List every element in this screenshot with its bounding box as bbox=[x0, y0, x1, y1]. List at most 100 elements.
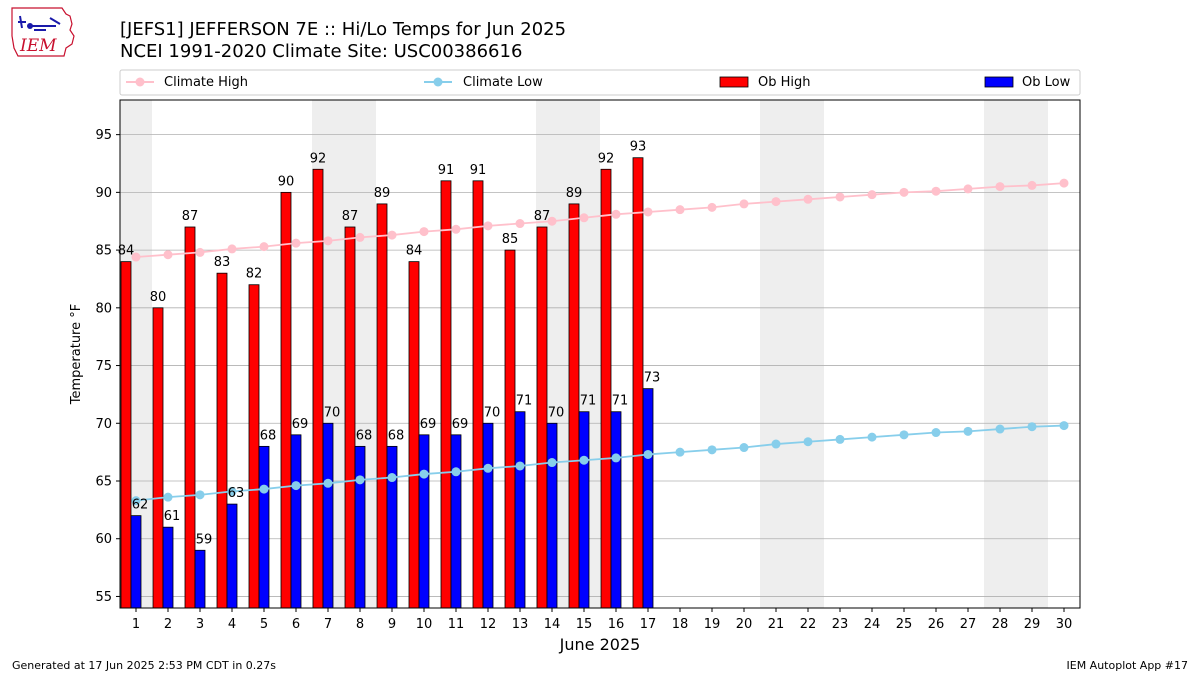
ob-low-value-label: 69 bbox=[420, 417, 437, 432]
ob-low-bar bbox=[354, 445, 366, 609]
x-tick-label: 24 bbox=[864, 617, 881, 632]
climate-low-point bbox=[131, 496, 141, 506]
y-tick-label: 80 bbox=[95, 301, 112, 316]
ob-low-value-label: 71 bbox=[516, 394, 533, 409]
ob-high-bar bbox=[216, 272, 228, 609]
x-tick-label: 23 bbox=[832, 617, 849, 632]
logo-text: IEM bbox=[19, 36, 57, 56]
ob-high-value-label: 84 bbox=[406, 244, 423, 259]
x-tick-label: 14 bbox=[544, 617, 561, 632]
ob-low-value-label: 73 bbox=[644, 371, 661, 386]
ob-low-value-label: 68 bbox=[388, 428, 405, 443]
ob-high-bar bbox=[536, 226, 548, 609]
bars bbox=[120, 157, 654, 609]
y-tick-label: 65 bbox=[95, 475, 112, 490]
climate-high-point bbox=[451, 224, 461, 234]
climate-high-point bbox=[483, 221, 493, 231]
ob-high-value-label: 90 bbox=[278, 174, 295, 189]
climate-high-point bbox=[675, 205, 685, 215]
ob-low-value-label: 62 bbox=[132, 498, 149, 513]
climate-high-point bbox=[1059, 178, 1069, 188]
climate-high-point bbox=[1027, 180, 1037, 190]
climate-high-point bbox=[323, 236, 333, 246]
ob-high-value-label: 87 bbox=[534, 209, 551, 224]
ob-high-bar bbox=[408, 261, 420, 609]
ob-low-value-label: 61 bbox=[164, 509, 181, 524]
plot-frame bbox=[119, 99, 1081, 609]
ob-high-bar bbox=[600, 168, 612, 609]
x-tick-label: 7 bbox=[324, 617, 332, 632]
ob-low-value-label: 70 bbox=[324, 405, 341, 420]
climate-low-point bbox=[707, 445, 717, 455]
ob-high-bar bbox=[120, 261, 132, 609]
climate-low-point bbox=[835, 434, 845, 444]
y-tick-label: 90 bbox=[95, 186, 112, 201]
ob-low-bar bbox=[514, 411, 526, 609]
x-tick-label: 15 bbox=[576, 617, 593, 632]
ob-high-value-label: 82 bbox=[246, 267, 263, 282]
climate-high-line bbox=[135, 182, 1065, 258]
app-id: IEM Autoplot App #17 bbox=[1067, 659, 1189, 672]
x-tick-label: 13 bbox=[512, 617, 529, 632]
climate-low-point bbox=[451, 467, 461, 477]
weekend-shade bbox=[760, 100, 792, 608]
x-tick-label: 11 bbox=[448, 617, 465, 632]
climate-high-point bbox=[195, 247, 205, 257]
ob-high-bar bbox=[248, 284, 260, 609]
x-tick-label: 2 bbox=[164, 617, 172, 632]
climate-low-point bbox=[163, 492, 173, 502]
climate-high-point bbox=[259, 242, 269, 252]
x-tick-label: 27 bbox=[960, 617, 977, 632]
y-tick-label: 70 bbox=[95, 417, 112, 432]
climate-low-point bbox=[771, 439, 781, 449]
climate-low-point bbox=[899, 430, 909, 440]
climate-low-point bbox=[611, 453, 621, 463]
ob-low-value-label: 70 bbox=[484, 405, 501, 420]
climate-low-point bbox=[995, 424, 1005, 434]
legend-climate-low-marker bbox=[433, 77, 443, 87]
ob-high-value-label: 91 bbox=[438, 163, 455, 178]
x-tick-label: 16 bbox=[608, 617, 625, 632]
ob-low-bar bbox=[610, 411, 622, 609]
x-tick-label: 28 bbox=[992, 617, 1009, 632]
climate-low-point bbox=[547, 458, 557, 468]
climate-low-point bbox=[195, 490, 205, 500]
ob-high-bar bbox=[504, 249, 516, 609]
climate-low-point bbox=[931, 428, 941, 438]
climate-high-point bbox=[131, 252, 141, 262]
climate-low-point bbox=[867, 432, 877, 442]
legend-climate-high-marker bbox=[135, 77, 145, 87]
climate-low-point bbox=[387, 473, 397, 483]
ob-low-bar bbox=[162, 526, 174, 609]
ob-low-value-label: 63 bbox=[228, 486, 245, 501]
ob-low-bar bbox=[226, 503, 238, 609]
y-axis-label: Temperature °F bbox=[69, 304, 84, 405]
ob-high-value-label: 89 bbox=[374, 186, 391, 201]
x-tick-label: 29 bbox=[1024, 617, 1041, 632]
legend-ob-low-label: Ob Low bbox=[1022, 75, 1071, 90]
ob-high-value-label: 84 bbox=[118, 244, 135, 259]
ob-high-bar bbox=[184, 226, 196, 609]
x-tick-label: 8 bbox=[356, 617, 364, 632]
ob-low-value-label: 70 bbox=[548, 405, 565, 420]
ob-low-bar bbox=[546, 422, 558, 609]
climate-high-point bbox=[355, 232, 365, 242]
ob-high-value-label: 91 bbox=[470, 163, 487, 178]
ob-low-value-label: 59 bbox=[196, 532, 213, 547]
climate-low-point bbox=[419, 469, 429, 479]
x-tick-label: 26 bbox=[928, 617, 945, 632]
ob-low-bar bbox=[322, 422, 334, 609]
climate-high-point bbox=[579, 213, 589, 223]
x-tick-label: 10 bbox=[416, 617, 433, 632]
ob-low-value-label: 71 bbox=[612, 394, 629, 409]
y-tick-label: 95 bbox=[95, 128, 112, 143]
climate-low-point bbox=[227, 486, 237, 496]
ob-low-bar bbox=[258, 445, 270, 609]
ob-high-bar bbox=[152, 307, 164, 609]
chart-title: [JEFS1] JEFFERSON 7E :: Hi/Lo Temps for … bbox=[120, 19, 566, 40]
x-axis: 1 2 3 4 5 6 7 8 9 10 11 12 13 14 15 16 17 18 19 20 21 22 23 24 2… bbox=[132, 608, 1072, 632]
bar-labels: 84 80 87 83 82 90 92 87 89 84 91 91 85 87 89 92 93 62 61 59… bbox=[118, 140, 661, 548]
ob-high-bar bbox=[632, 157, 644, 609]
chart-subtitle: NCEI 1991-2020 Climate Site: USC00386616 bbox=[120, 41, 522, 62]
